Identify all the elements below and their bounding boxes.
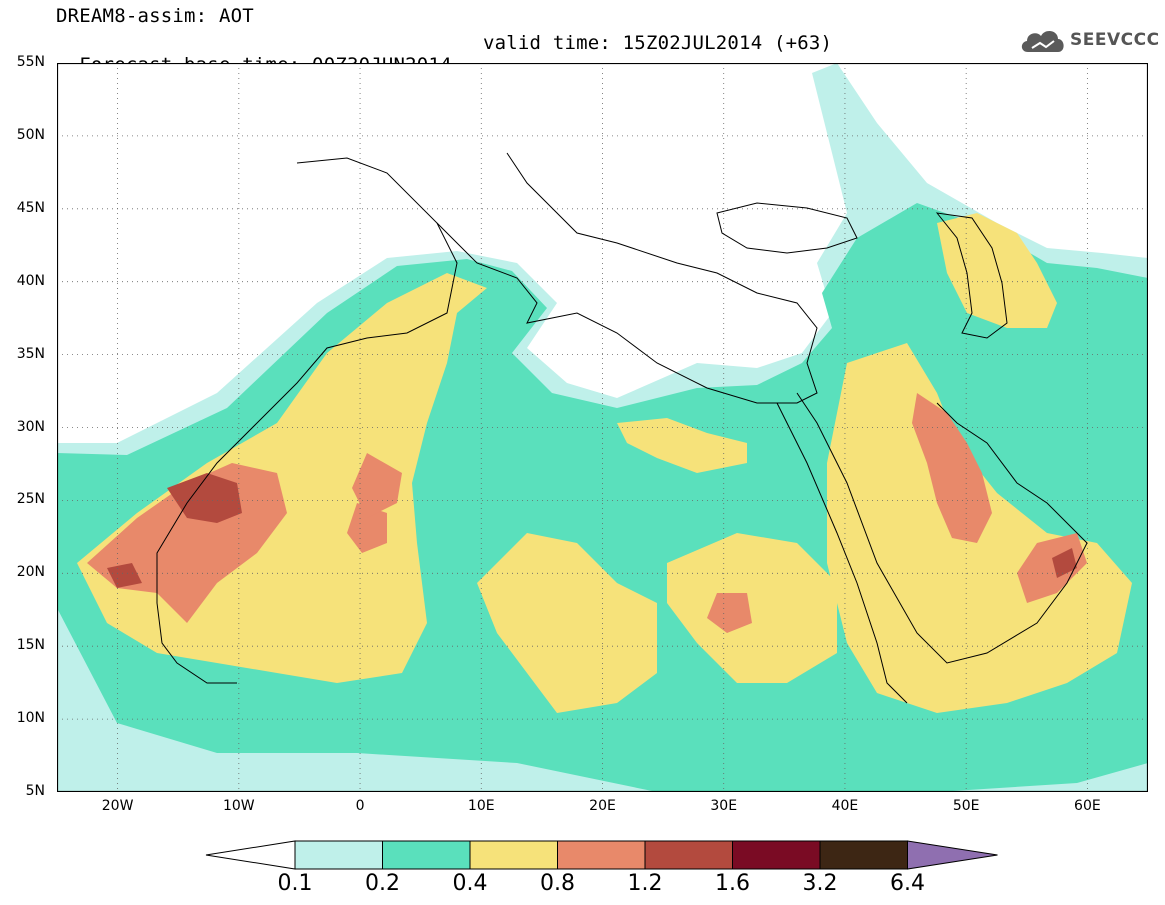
coastlines [156, 152, 1088, 704]
longitude-label: 50E [952, 798, 980, 814]
colorbar-min-extension [205, 840, 296, 870]
aot-level-0.4 [667, 533, 837, 683]
aot-level-0.8 [707, 593, 752, 633]
colorbar-level-label: 1.6 [715, 871, 750, 896]
longitude-label: 0 [355, 798, 365, 814]
aot-level-0.8 [352, 453, 402, 518]
latitude-label: 5N [25, 783, 45, 799]
latitude-label: 50N [16, 126, 45, 143]
colorbar-level-label: 6.4 [890, 871, 925, 896]
latitude-label: 35N [16, 345, 45, 362]
longitude-label: 30E [710, 798, 738, 814]
colorbar-segment [732, 840, 821, 870]
colorbar-segment [294, 840, 383, 870]
colorbar-level-label: 1.2 [627, 871, 663, 896]
longitude-label: 20W [101, 798, 134, 814]
valid-time-text: valid time: 15Z02JUL2014 (+63) [483, 32, 833, 54]
colorbar-legend [205, 840, 998, 870]
aot-level-1.2 [107, 563, 142, 588]
colorbar-level-label: 0.1 [277, 871, 313, 896]
longitude-label: 10E [467, 798, 495, 814]
latitude-label: 15N [16, 637, 45, 654]
aot-level-0.8 [347, 503, 387, 553]
aot-level-0.8 [912, 393, 992, 543]
graticule [57, 63, 1148, 792]
aot-map [57, 63, 1148, 792]
map-title: DREAM8-assim: AOT [56, 5, 254, 27]
coastline-mediterranean [436, 152, 818, 404]
latitude-label: 20N [16, 564, 45, 581]
colorbar-level-label: 3.2 [802, 871, 838, 896]
longitude-label: 10W [222, 798, 255, 814]
latitude-label: 10N [16, 710, 45, 727]
latitude-label: 55N [16, 54, 45, 70]
colorbar-level-label: 0.8 [540, 871, 575, 896]
aot-level-0.4 [477, 533, 657, 713]
coastline-caspian [935, 212, 1008, 339]
latitude-label: 45N [16, 199, 45, 216]
coastline-arabia [796, 392, 1088, 664]
colorbar-segment [382, 840, 471, 870]
aot-level-1.2 [167, 473, 242, 523]
aot-level-0.4 [617, 418, 747, 473]
longitude-label: 20E [589, 798, 616, 814]
longitude-label: 40E [831, 798, 859, 814]
colorbar-segment [819, 840, 908, 870]
longitude-label: 60E [1074, 798, 1101, 814]
colorbar-level-label: 0.4 [452, 871, 488, 896]
colorbar-segment [469, 840, 558, 870]
colorbar-segment [557, 840, 646, 870]
latitude-label: 25N [16, 491, 45, 508]
cloud-icon [1021, 30, 1064, 52]
coastline-red-sea [776, 402, 908, 704]
seevccc-logo: SEEVCCC [1018, 24, 1159, 58]
aot-level-0.4 [937, 213, 1057, 328]
latitude-label: 30N [16, 418, 45, 435]
logo-text: SEEVCCC [1070, 30, 1160, 50]
colorbar-level-label: 0.2 [365, 871, 400, 896]
map-frame [57, 63, 1148, 792]
aot-level-1.2 [1052, 548, 1077, 578]
coastline-black-sea [716, 202, 858, 254]
latitude-label: 40N [16, 272, 45, 289]
colorbar-max-extension [907, 840, 998, 870]
colorbar-segment [644, 840, 733, 870]
